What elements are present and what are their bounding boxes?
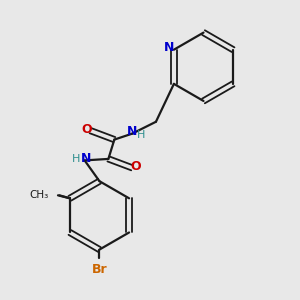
Text: Br: Br [92,263,107,276]
Text: N: N [164,41,175,54]
Text: CH₃: CH₃ [30,190,49,200]
Text: N: N [127,125,137,138]
Text: O: O [130,160,141,173]
Text: H: H [137,130,145,140]
Text: H: H [71,154,80,164]
Text: N: N [81,152,91,165]
Text: O: O [82,123,92,136]
